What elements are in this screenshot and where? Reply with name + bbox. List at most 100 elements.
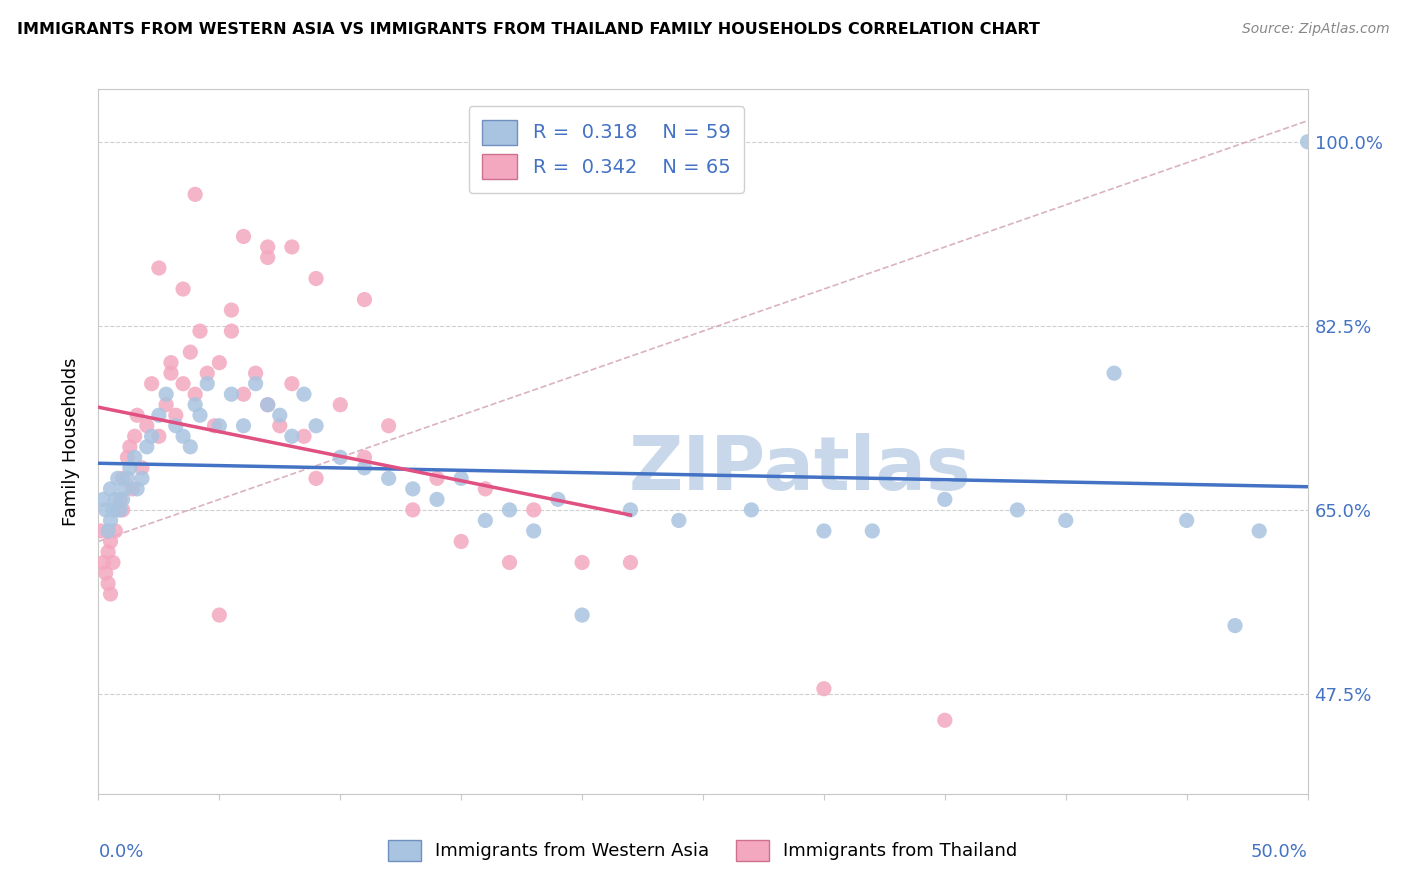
Point [221, 303, 243, 318]
Point [450, 534, 472, 549]
Point [305, 471, 328, 485]
Point [101, 503, 124, 517]
Point [141, 429, 163, 443]
Point [111, 503, 134, 517]
Point [117, 450, 139, 465]
Point [160, 366, 183, 380]
Point [148, 409, 170, 423]
Point [474, 482, 496, 496]
Point [179, 345, 201, 359]
Point [1102, 366, 1125, 380]
Point [1296, 135, 1319, 149]
Point [172, 429, 194, 443]
Point [104, 524, 127, 538]
Point [114, 482, 136, 496]
Point [1054, 513, 1077, 527]
Point [107, 471, 129, 485]
Text: 0.0%: 0.0% [98, 843, 143, 861]
Point [377, 418, 399, 433]
Point [97, 524, 120, 538]
Point [188, 324, 211, 338]
Point [1175, 513, 1198, 527]
Text: IMMIGRANTS FROM WESTERN ASIA VS IMMIGRANTS FROM THAILAND FAMILY HOUSEHOLDS CORRE: IMMIGRANTS FROM WESTERN ASIA VS IMMIGRAN… [17, 22, 1040, 37]
Text: Source: ZipAtlas.com: Source: ZipAtlas.com [1241, 22, 1389, 37]
Point [498, 556, 520, 570]
Point [208, 356, 231, 370]
Point [281, 429, 304, 443]
Point [256, 398, 278, 412]
Point [118, 440, 141, 454]
Point [402, 482, 425, 496]
Point [101, 556, 124, 570]
Point [934, 713, 956, 727]
Point [269, 409, 291, 423]
Point [256, 240, 278, 254]
Point [104, 492, 127, 507]
Point [184, 387, 207, 401]
Point [108, 492, 131, 507]
Point [97, 545, 120, 559]
Point [292, 429, 315, 443]
Point [108, 503, 131, 517]
Point [256, 398, 278, 412]
Point [353, 293, 375, 307]
Point [402, 503, 425, 517]
Point [100, 482, 122, 496]
Point [232, 418, 254, 433]
Point [208, 608, 231, 623]
Point [232, 229, 254, 244]
Point [94, 503, 117, 517]
Point [141, 376, 163, 391]
Point [184, 398, 207, 412]
Point [292, 387, 315, 401]
Point [269, 418, 291, 433]
Point [117, 471, 139, 485]
Point [155, 398, 177, 412]
Point [204, 418, 226, 433]
Point [121, 482, 143, 496]
Point [131, 471, 153, 485]
Legend: Immigrants from Western Asia, Immigrants from Thailand: Immigrants from Western Asia, Immigrants… [380, 830, 1026, 870]
Point [91, 556, 114, 570]
Legend: R =  0.318    N = 59, R =  0.342    N = 65: R = 0.318 N = 59, R = 0.342 N = 65 [468, 106, 744, 193]
Point [281, 240, 304, 254]
Point [668, 513, 690, 527]
Point [94, 566, 117, 580]
Point [107, 503, 129, 517]
Point [305, 271, 328, 285]
Point [232, 387, 254, 401]
Point [281, 376, 304, 391]
Point [305, 418, 328, 433]
Point [353, 450, 375, 465]
Text: ZIPatlas: ZIPatlas [628, 434, 972, 507]
Point [165, 409, 187, 423]
Point [523, 524, 546, 538]
Point [813, 681, 835, 696]
Point [329, 398, 352, 412]
Point [256, 251, 278, 265]
Point [450, 471, 472, 485]
Point [127, 482, 149, 496]
Text: 50.0%: 50.0% [1251, 843, 1308, 861]
Point [619, 556, 641, 570]
Point [474, 513, 496, 527]
Point [165, 418, 187, 433]
Point [91, 492, 114, 507]
Point [111, 471, 134, 485]
Point [135, 418, 157, 433]
Point [426, 471, 449, 485]
Point [188, 409, 211, 423]
Point [208, 418, 231, 433]
Point [571, 556, 593, 570]
Point [160, 356, 183, 370]
Point [100, 587, 122, 601]
Point [148, 429, 170, 443]
Y-axis label: Family Households: Family Households [62, 358, 80, 525]
Point [90, 524, 112, 538]
Point [195, 366, 218, 380]
Point [547, 492, 569, 507]
Point [740, 503, 762, 517]
Point [97, 576, 120, 591]
Point [1007, 503, 1029, 517]
Point [221, 324, 243, 338]
